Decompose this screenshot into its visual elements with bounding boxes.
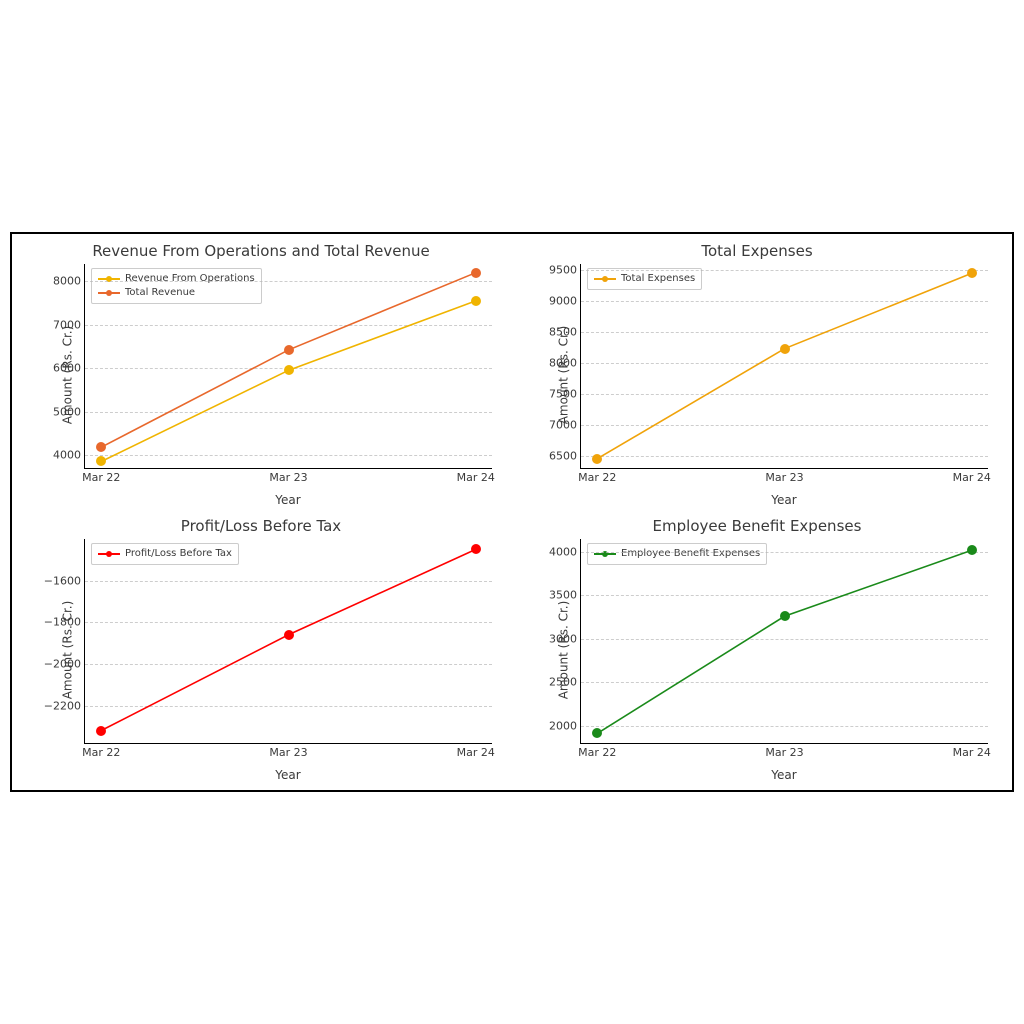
panel-revenue: Revenue From Operations and Total Revenu… [20,242,502,507]
data-marker [284,365,294,375]
ytick-label: 3000 [549,632,581,645]
panel-title: Total Expenses [516,242,998,260]
data-marker [471,268,481,278]
series-line [101,549,475,730]
data-marker [96,726,106,736]
ytick-label: −1800 [44,616,85,629]
data-marker [96,442,106,452]
series-line [597,273,971,458]
ytick-label: −2200 [44,699,85,712]
xtick-label: Mar 22 [578,743,616,759]
data-marker [780,344,790,354]
data-marker [471,544,481,554]
ytick-label: 8000 [53,275,85,288]
data-marker [592,728,602,738]
plot-svg [581,264,988,468]
x-axis-label: Year [84,493,492,507]
ytick-label: 4000 [549,546,581,559]
data-marker [780,611,790,621]
xtick-label: Mar 23 [269,468,307,484]
data-marker [284,630,294,640]
data-marker [284,345,294,355]
ytick-label: 8000 [549,356,581,369]
xtick-label: Mar 24 [457,468,495,484]
data-marker [592,454,602,464]
plot-area: Employee Benefit Expenses 20002500300035… [580,539,988,744]
ytick-label: −2000 [44,657,85,670]
ytick-label: 4000 [53,448,85,461]
plot-area: Total Expenses 6500700075008000850090009… [580,264,988,469]
plot-area: Profit/Loss Before Tax −2200−2000−1800−1… [84,539,492,744]
panel-title: Employee Benefit Expenses [516,517,998,535]
data-marker [967,268,977,278]
ytick-label: −1600 [44,574,85,587]
x-axis-label: Year [580,768,988,782]
xtick-label: Mar 22 [82,468,120,484]
ytick-label: 6000 [53,362,85,375]
panel-title: Profit/Loss Before Tax [20,517,502,535]
ytick-label: 5000 [53,405,85,418]
data-marker [96,456,106,466]
xtick-label: Mar 23 [765,743,803,759]
data-marker [967,545,977,555]
plot-svg [85,539,492,743]
plot-svg [581,539,988,743]
xtick-label: Mar 24 [457,743,495,759]
panel-title: Revenue From Operations and Total Revenu… [20,242,502,260]
ytick-label: 9000 [549,295,581,308]
plot-area: Revenue From OperationsTotal Revenue 400… [84,264,492,469]
subplot-grid: Revenue From Operations and Total Revenu… [12,234,1012,790]
xtick-label: Mar 22 [82,743,120,759]
ytick-label: 6500 [549,449,581,462]
panel-expenses: Total Expenses Amount (Rs. Cr.) Total Ex… [516,242,998,507]
xtick-label: Mar 24 [953,468,991,484]
ytick-label: 8500 [549,325,581,338]
panel-pbt: Profit/Loss Before Tax Amount (Rs. Cr.) … [20,517,502,782]
data-marker [471,296,481,306]
xtick-label: Mar 23 [269,743,307,759]
xtick-label: Mar 22 [578,468,616,484]
ytick-label: 3500 [549,589,581,602]
ytick-label: 9500 [549,264,581,277]
x-axis-label: Year [84,768,492,782]
y-axis-label: Amount (Rs. Cr.) [556,325,570,424]
ytick-label: 7500 [549,387,581,400]
series-line [101,273,475,447]
ytick-label: 2000 [549,719,581,732]
ytick-label: 7000 [53,318,85,331]
x-axis-label: Year [580,493,988,507]
figure-frame: Revenue From Operations and Total Revenu… [10,232,1014,792]
panel-empben: Employee Benefit Expenses Amount (Rs. Cr… [516,517,998,782]
xtick-label: Mar 24 [953,743,991,759]
series-line [101,301,475,462]
ytick-label: 7000 [549,418,581,431]
xtick-label: Mar 23 [765,468,803,484]
series-line [597,550,971,733]
ytick-label: 2500 [549,676,581,689]
